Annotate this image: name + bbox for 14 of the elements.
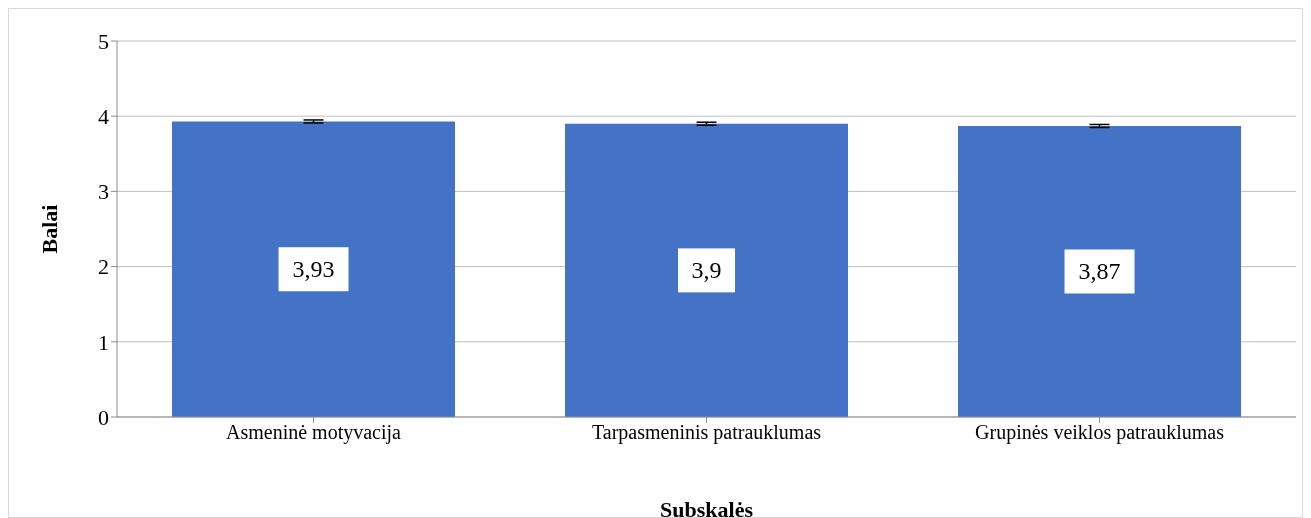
- y-tick-label: 2: [98, 254, 109, 280]
- data-label: 3,9: [691, 257, 722, 284]
- data-label: 3,93: [292, 256, 335, 283]
- x-axis-title: Subskalės: [660, 497, 754, 518]
- x-tick-label: Tarpasmeninis patrauklumas: [591, 421, 822, 445]
- y-tick-label: 5: [98, 28, 109, 54]
- y-tick-label: 4: [98, 104, 109, 130]
- data-label: 3,87: [1078, 258, 1121, 285]
- y-tick-label: 3: [98, 179, 109, 205]
- y-tick-label: 0: [98, 404, 109, 430]
- y-tick-label: 1: [98, 329, 109, 355]
- y-axis-title: Balai: [36, 204, 62, 254]
- x-tick-label: Asmeninė motyvacija: [226, 421, 402, 445]
- x-tick-label: Grupinės veiklos patrauklumas: [975, 421, 1225, 445]
